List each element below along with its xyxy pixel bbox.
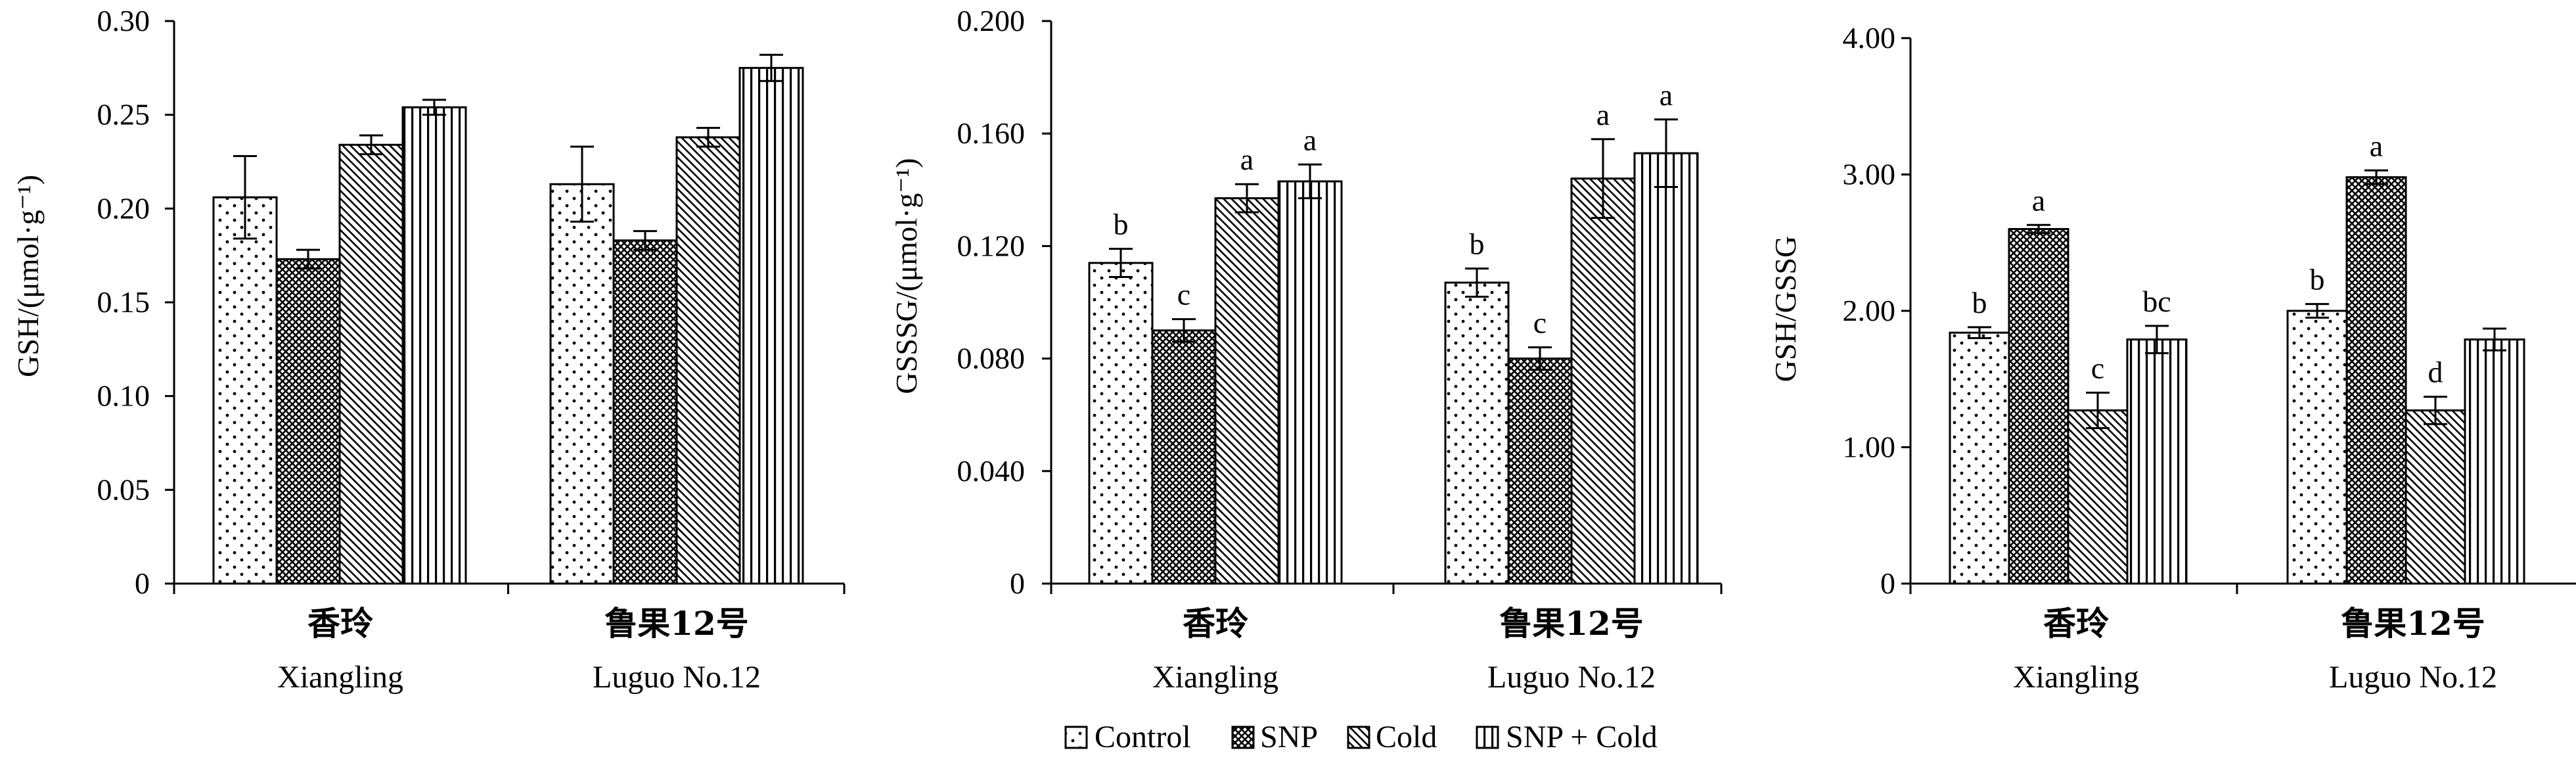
significance-letter: bc [2142, 285, 2171, 318]
significance-letter: b [1470, 227, 1485, 261]
legend-label-snp: SNP [1260, 720, 1318, 754]
category-label: 鲁果12号 [1499, 604, 1644, 643]
plot-gsh: 0 0.05 0.10 0.15 0.20 0.25 0.30 [97, 4, 846, 600]
category-label: 香玲 [1183, 604, 1248, 643]
y-tick-label-ratio: 1.00 [1843, 430, 1896, 464]
y-tick-label-gsh: 0 [135, 566, 150, 600]
cat-group-2-0: 香玲 Xiangling [1152, 604, 1278, 695]
legend: Control SNP Cold SNP + Cold [1064, 720, 1658, 754]
plot-gsssg: 0 0.040 0.080 0.120 0.160 0.200 b b c c a a a a [957, 4, 1723, 600]
significance-letter: b [2310, 263, 2325, 296]
y-tick-label-gsssg: 0.080 [957, 342, 1026, 375]
y-tick-label-gsh: 0.10 [97, 379, 150, 413]
cat-group-3-0: 香玲 Xiangling [2013, 604, 2139, 695]
bar-cold [2405, 409, 2466, 585]
bar-control [549, 183, 615, 585]
panel-ratio: GSH/GSSG 香玲 Xiangling 鲁果12号 Luguo No.12 … [1769, 21, 2576, 695]
bar-cold [1214, 197, 1280, 585]
cat-group-1-1: 鲁果12号 Luguo No.12 [593, 604, 761, 695]
category-sub-label: Luguo No.12 [593, 660, 761, 695]
panel-gsssg: GSSSG/(μmol·g⁻¹) 香玲 Xiangling 鲁果12号 Lugu… [890, 4, 1723, 695]
y-tick-label-gsh: 0.20 [97, 191, 150, 225]
legend-label-snp-cold: SNP + Cold [1506, 720, 1658, 754]
bar-cold [338, 143, 404, 585]
significance-letter: a [1660, 78, 1673, 112]
bar-snp [1151, 329, 1217, 585]
bar-cold [675, 136, 741, 585]
bar-control [1088, 262, 1154, 585]
legend-swatch-snp [1231, 726, 1255, 749]
legend-item-snp: SNP [1231, 720, 1318, 754]
y-tick-label-gsssg: 0.040 [957, 454, 1026, 488]
bar-snp-cold [401, 106, 467, 585]
significance-letter: c [1533, 306, 1547, 339]
legend-item-cold: Cold [1347, 720, 1437, 754]
bar-snp-cold [2126, 338, 2188, 585]
y-tick-label-ratio: 2.00 [1843, 294, 1896, 327]
bar-control [212, 196, 278, 585]
category-sub-label: Xiangling [2013, 660, 2139, 695]
cat-group-3-1: 鲁果12号 Luguo No.12 [2329, 604, 2497, 695]
bar-snp [275, 258, 341, 585]
bar-cold [1570, 177, 1636, 585]
y-tick-label-gsh: 0.30 [97, 4, 150, 37]
legend-label-cold: Cold [1376, 720, 1437, 754]
bar-snp-cold [738, 66, 804, 585]
ylabel-gsssg: GSSSG/(μmol·g⁻¹) [890, 158, 923, 394]
y-tick-label-gsh: 0.05 [97, 473, 150, 506]
category-label: 鲁果12号 [2341, 604, 2485, 643]
legend-swatch-snp-cold [1476, 726, 1499, 749]
bar-snp [612, 239, 678, 585]
y-tick-label-gsssg: 0.200 [957, 4, 1026, 37]
y-tick-label-ratio: 0 [1880, 566, 1895, 600]
category-label: 香玲 [307, 604, 373, 643]
legend-swatch-control [1064, 726, 1088, 749]
panel-gsh: GSH/(μmol·g⁻¹) 香玲 Xiangling 鲁果12号 Luguo … [11, 4, 846, 695]
y-tick-label-ratio: 4.00 [1843, 21, 1896, 55]
significance-letter: a [1596, 98, 1610, 131]
category-sub-label: Xiangling [1152, 660, 1278, 695]
y-tick-label-gsssg: 0 [1010, 566, 1025, 600]
significance-letter: c [1177, 278, 1190, 312]
legend-swatch-cold [1347, 726, 1370, 749]
category-label: 香玲 [2043, 604, 2109, 643]
legend-item-snp-cold: SNP + Cold [1476, 720, 1658, 754]
plot-ratio: 0 1.00 2.00 3.00 4.00 b b a a c d bc [1843, 21, 2576, 600]
ylabel-ratio: GSH/GSSG [1769, 236, 1802, 382]
bar-control [1444, 281, 1510, 585]
y-tick-label-gsssg: 0.120 [957, 229, 1026, 262]
y-tick-label-ratio: 3.00 [1843, 158, 1896, 191]
significance-letter: a [1303, 123, 1317, 156]
significance-letter: a [1240, 143, 1254, 176]
significance-letter: d [2428, 356, 2443, 389]
significance-letter: b [1114, 208, 1129, 241]
cat-group-2-1: 鲁果12号 Luguo No.12 [1487, 604, 1656, 695]
bar-control [2286, 310, 2348, 585]
category-sub-label: Xiangling [277, 660, 403, 695]
cat-group-1-0: 香玲 Xiangling [277, 604, 403, 695]
legend-label-control: Control [1095, 720, 1191, 754]
bar-snp-cold [1277, 180, 1343, 585]
bar-control [1949, 331, 2010, 585]
y-tick-label-gsssg: 0.160 [957, 116, 1026, 150]
bar-snp [1507, 358, 1573, 585]
legend-item-control: Control [1064, 720, 1191, 754]
significance-letter: a [2032, 183, 2045, 217]
bar-snp-cold [1633, 152, 1699, 585]
category-label: 鲁果12号 [604, 604, 749, 643]
category-sub-label: Luguo No.12 [2329, 660, 2497, 695]
significance-letter: a [2370, 129, 2383, 162]
bar-snp-cold [2464, 338, 2525, 585]
significance-letter: b [1972, 286, 1987, 319]
ylabel-gsh: GSH/(μmol·g⁻¹) [11, 175, 45, 377]
category-sub-label: Luguo No.12 [1487, 660, 1656, 695]
y-tick-label-gsh: 0.25 [97, 98, 150, 131]
y-tick-label-gsh: 0.15 [97, 285, 150, 319]
significance-letter: c [2091, 352, 2104, 385]
bar-snp [2008, 228, 2069, 585]
bar-snp [2345, 176, 2407, 585]
bar-cold [2067, 409, 2129, 585]
